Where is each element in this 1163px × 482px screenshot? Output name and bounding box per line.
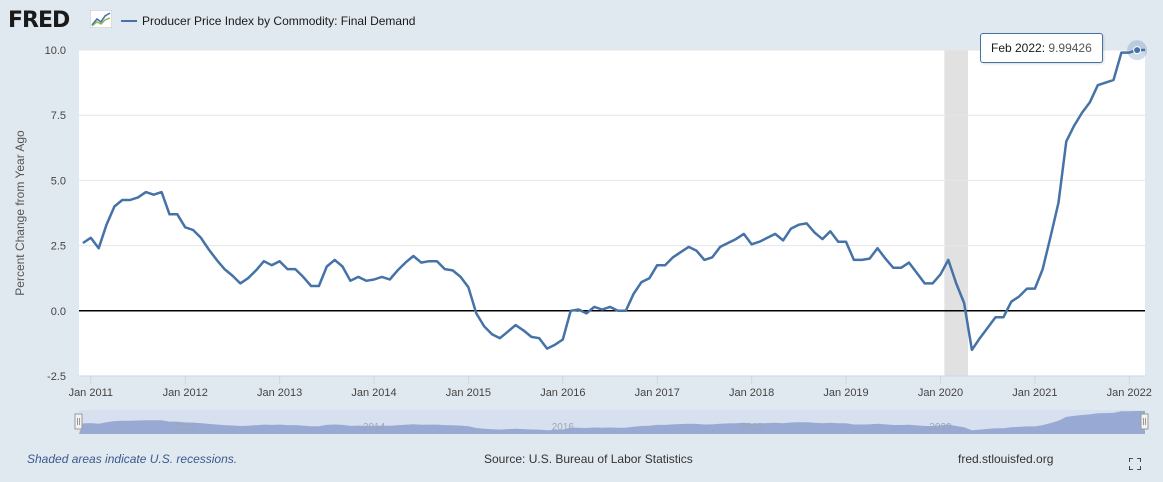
- chart-trend-icon: [90, 10, 112, 28]
- fred-url[interactable]: fred.stlouisfed.org: [958, 452, 1054, 466]
- x-tick-label: Jan 2017: [635, 387, 680, 399]
- series-line[interactable]: [82, 48, 1145, 352]
- legend-swatch: [121, 20, 137, 22]
- x-tick-label: Jan 2013: [257, 387, 302, 399]
- y-tick-label: 7.5: [51, 110, 66, 122]
- chart-tooltip: Feb 2022: 9.99426: [980, 33, 1103, 63]
- y-tick-label: -2.5: [47, 371, 66, 383]
- y-tick-label: 0.0: [51, 306, 66, 318]
- fullscreen-icon[interactable]: [1129, 458, 1141, 470]
- x-axis-ticks: [79, 375, 1145, 384]
- navigator[interactable]: 2012 2014 2016 2018 2020: [74, 410, 1149, 434]
- x-tick-label: Jan 2018: [729, 387, 774, 399]
- x-tick-label: Jan 2014: [351, 387, 396, 399]
- y-axis-title: Percent Change from Year Ago: [13, 130, 27, 296]
- x-tick-label: Jan 2020: [918, 387, 963, 399]
- navigator-label: 2018: [741, 422, 764, 433]
- navigator-labels: 2012 2014 2016 2018 2020: [174, 422, 952, 433]
- y-tick-label: 5.0: [51, 175, 66, 187]
- source-text: Source: U.S. Bureau of Labor Statistics: [484, 452, 693, 466]
- x-axis-labels: Jan 2011 Jan 2012 Jan 2013 Jan 2014 Jan 2015…: [69, 387, 1152, 399]
- navigator-label: 2012: [174, 422, 197, 433]
- fred-logo[interactable]: FRED: [8, 8, 112, 34]
- x-tick-label: Jan 2012: [163, 387, 208, 399]
- navigator-label: 2016: [552, 422, 575, 433]
- recession-band: [944, 50, 968, 376]
- tooltip-value: 9.99426: [1048, 41, 1092, 55]
- x-tick-label: Jan 2022: [1107, 387, 1152, 399]
- legend-label: Producer Price Index by Commodity: Final…: [142, 14, 416, 28]
- hover-point[interactable]: [1133, 46, 1142, 55]
- tooltip-date: Feb 2022:: [991, 41, 1046, 55]
- navigator-label: 2014: [363, 422, 386, 433]
- navigator-left-handle[interactable]: [74, 413, 83, 430]
- fred-logo-text: FRED: [8, 8, 70, 33]
- y-tick-label: 10.0: [45, 45, 66, 57]
- recession-note: Shaded areas indicate U.S. recessions.: [27, 452, 238, 466]
- navigator-right-handle[interactable]: [1140, 413, 1149, 430]
- y-tick-label: 2.5: [51, 241, 66, 253]
- x-tick-label: Jan 2019: [823, 387, 868, 399]
- y-axis-labels: 10.0 7.5 5.0 2.5 0.0 -2.5: [45, 45, 66, 383]
- plot-area: [79, 50, 1145, 376]
- x-tick-label: Jan 2016: [540, 387, 585, 399]
- navigator-area: [79, 411, 1145, 434]
- x-tick-label: Jan 2021: [1012, 387, 1057, 399]
- navigator-label: 2020: [929, 422, 952, 433]
- x-tick-label: Jan 2011: [69, 387, 113, 399]
- chart-legend[interactable]: Producer Price Index by Commodity: Final…: [121, 12, 415, 30]
- x-tick-label: Jan 2015: [446, 387, 491, 399]
